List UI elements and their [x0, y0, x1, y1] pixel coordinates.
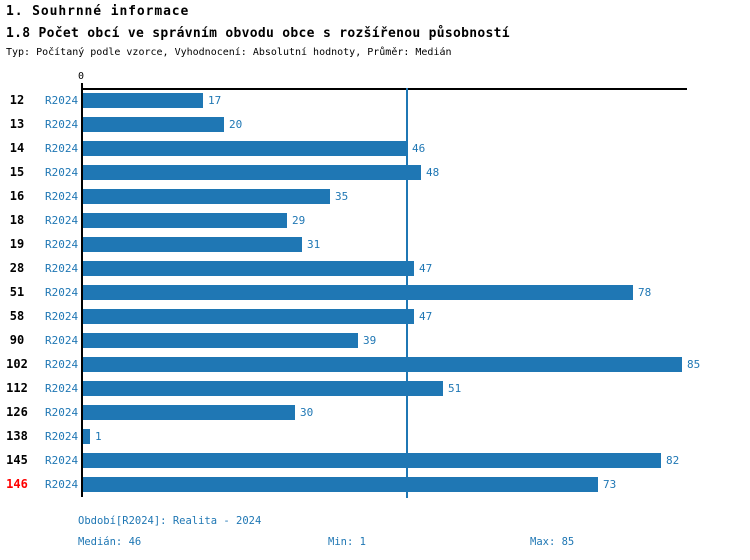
series-label: R2024 [45, 310, 79, 323]
series-label: R2024 [45, 118, 79, 131]
footer-min: Min: 1 [328, 536, 366, 548]
category-label: 51 [9, 285, 25, 299]
chart-row: 58 R2024 47 [0, 309, 750, 324]
chart-row: 13 R2024 20 [0, 117, 750, 132]
bar [83, 309, 414, 324]
axis-zero-label: 0 [77, 71, 85, 82]
bar [83, 261, 414, 276]
category-label: 102 [6, 357, 28, 371]
axis-top-line [83, 88, 687, 90]
series-label: R2024 [45, 190, 79, 203]
footer-median: Medián: 46 [78, 536, 142, 548]
axis-left-line [81, 83, 83, 497]
bar [83, 93, 203, 108]
bar-value-label: 48 [426, 166, 440, 179]
bar-value-label: 47 [419, 310, 433, 323]
series-label: R2024 [45, 454, 79, 467]
category-label: 19 [9, 237, 25, 251]
category-label: 16 [9, 189, 25, 203]
chart-row: 112 R2024 51 [0, 381, 750, 396]
bar-value-label: 78 [638, 286, 652, 299]
series-label: R2024 [45, 142, 79, 155]
chart-rows: 12 R2024 17 13 R2024 20 14 R2024 46 15 R2024 48 16 R2… [0, 88, 750, 498]
bar [83, 141, 407, 156]
bar [83, 213, 287, 228]
chart-row: 14 R2024 46 [0, 141, 750, 156]
series-label: R2024 [45, 262, 79, 275]
bar [83, 117, 224, 132]
bar-value-label: 31 [307, 238, 321, 251]
bar [83, 237, 302, 252]
chart-row: 15 R2024 48 [0, 165, 750, 180]
section-title: 1.8 Počet obcí ve správním obvodu obce s… [6, 26, 510, 41]
bar-value-label: 39 [363, 334, 377, 347]
page-title: 1. Souhrnné informace [6, 4, 190, 19]
bar-value-label: 51 [448, 382, 462, 395]
bar-value-label: 29 [292, 214, 306, 227]
category-label: 28 [9, 261, 25, 275]
chart-row: 90 R2024 39 [0, 333, 750, 348]
bar [83, 189, 330, 204]
series-label: R2024 [45, 406, 79, 419]
chart-row: 126 R2024 30 [0, 405, 750, 420]
chart-row: 138 R2024 1 [0, 429, 750, 444]
bar [83, 165, 421, 180]
category-label: 18 [9, 213, 25, 227]
chart-row: 16 R2024 35 [0, 189, 750, 204]
bar-value-label: 20 [229, 118, 243, 131]
bar [83, 477, 598, 492]
bar [83, 429, 90, 444]
bar-value-label: 47 [419, 262, 433, 275]
series-label: R2024 [45, 334, 79, 347]
series-label: R2024 [45, 478, 79, 491]
chart-row: 146 R2024 73 [0, 477, 750, 492]
bar-value-label: 1 [95, 430, 102, 443]
category-label: 90 [9, 333, 25, 347]
bar-value-label: 85 [687, 358, 701, 371]
bar [83, 381, 443, 396]
bar-value-label: 73 [603, 478, 617, 491]
bar [83, 405, 295, 420]
series-label: R2024 [45, 358, 79, 371]
series-label: R2024 [45, 238, 79, 251]
category-label: 145 [6, 453, 28, 467]
category-label: 12 [9, 93, 25, 107]
series-label: R2024 [45, 286, 79, 299]
bar [83, 357, 682, 372]
bar-value-label: 17 [208, 94, 222, 107]
category-label: 146 [6, 477, 28, 491]
category-label: 58 [9, 309, 25, 323]
category-label: 15 [9, 165, 25, 179]
bar [83, 285, 633, 300]
bar-value-label: 30 [300, 406, 314, 419]
chart-row: 19 R2024 31 [0, 237, 750, 252]
footer-period: Období[R2024]: Realita - 2024 [78, 515, 262, 527]
chart-row: 12 R2024 17 [0, 93, 750, 108]
category-label: 126 [6, 405, 28, 419]
bar-value-label: 35 [335, 190, 349, 203]
chart-row: 18 R2024 29 [0, 213, 750, 228]
chart-row: 102 R2024 85 [0, 357, 750, 372]
series-label: R2024 [45, 382, 79, 395]
category-label: 13 [9, 117, 25, 131]
chart-row: 145 R2024 82 [0, 453, 750, 468]
footer-max: Max: 85 [530, 536, 575, 548]
chart-meta: Typ: Počítaný podle vzorce, Vyhodnocení:… [6, 47, 452, 58]
bar-value-label: 46 [412, 142, 426, 155]
category-label: 138 [6, 429, 28, 443]
series-label: R2024 [45, 166, 79, 179]
bar [83, 453, 661, 468]
series-label: R2024 [45, 214, 79, 227]
series-label: R2024 [45, 430, 79, 443]
bar-value-label: 82 [666, 454, 680, 467]
bar [83, 333, 358, 348]
category-label: 112 [6, 381, 28, 395]
category-label: 14 [9, 141, 25, 155]
chart-row: 51 R2024 78 [0, 285, 750, 300]
chart-row: 28 R2024 47 [0, 261, 750, 276]
series-label: R2024 [45, 94, 79, 107]
